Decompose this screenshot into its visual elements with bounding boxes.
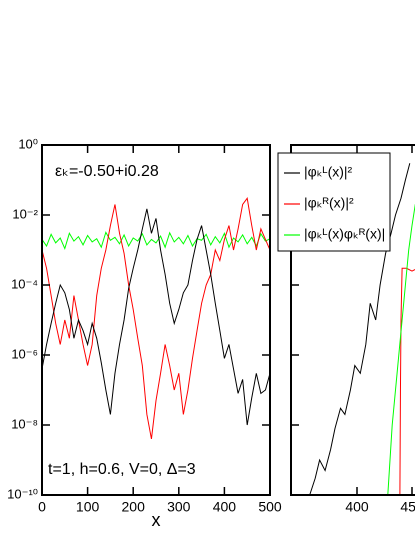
data-line [309, 163, 411, 495]
axes-frame [41, 144, 271, 496]
data-line [399, 267, 415, 495]
x-tick-label: 0 [38, 499, 46, 515]
x-axis-label: x [152, 510, 161, 530]
y-tick-label: 10⁻⁴ [11, 276, 38, 291]
y-tick-label: 10⁻¹⁰ [7, 486, 38, 501]
y-tick-label: 10⁻⁶ [11, 346, 38, 361]
x-tick-label: 400 [213, 499, 237, 515]
data-line [42, 208, 270, 426]
x-tick-label: 200 [122, 499, 146, 515]
x-tick-label: 500 [258, 499, 282, 515]
x-tick-label: 100 [76, 499, 100, 515]
x-tick-label: 450 [400, 499, 415, 515]
legend-label: |φₖᴸ(x)|² [304, 164, 353, 180]
axes-frame [290, 144, 415, 496]
annotation: t=1, h=0.6, V=0, Δ=3 [48, 461, 196, 478]
legend-label: |φₖᴿ(x)|² [304, 195, 354, 211]
plot-area [309, 163, 415, 495]
annotation: εₖ=-0.50+i0.28 [55, 163, 159, 180]
y-tick-label: 10⁰ [18, 136, 38, 151]
y-tick-label: 10⁻² [12, 206, 38, 221]
x-tick-label: 300 [167, 499, 191, 515]
x-tick-label: 400 [345, 499, 369, 515]
plot-area [42, 197, 270, 440]
y-tick-label: 10⁻⁸ [11, 416, 38, 431]
legend-label: |φₖᴸ(x)φₖᴿ(x)| [304, 226, 385, 242]
data-line [387, 203, 415, 495]
data-line [42, 197, 270, 440]
